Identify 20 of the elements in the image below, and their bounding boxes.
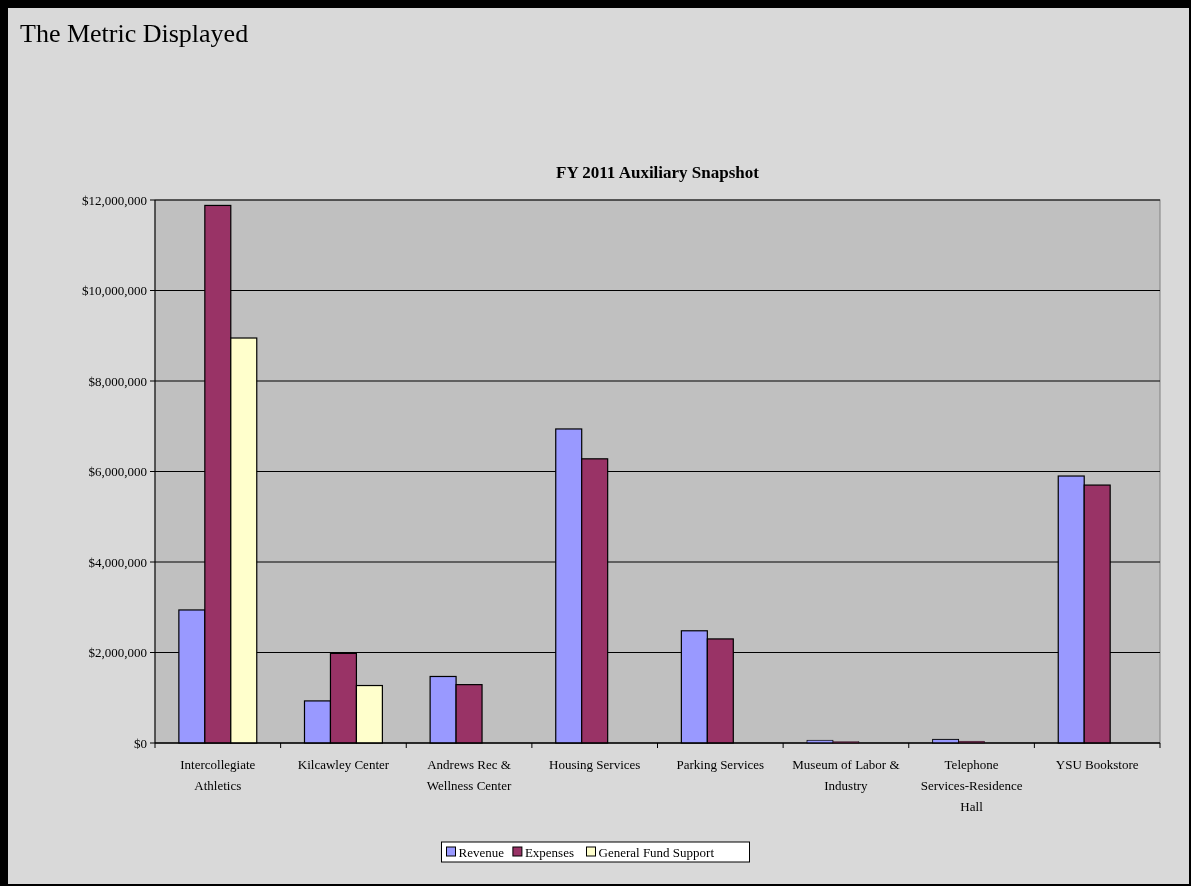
text: The Metric Displayed	[20, 19, 249, 48]
x-tick-label: Kilcawley Center	[297, 757, 390, 772]
x-tick-label: Museum of Labor & Industry	[792, 757, 900, 793]
x-tick-label: Housing Services	[549, 757, 641, 772]
x-tick-label: YSU Bookstore	[1055, 757, 1139, 772]
x-tick-label: Andrews Rec & Wellness Center	[426, 757, 512, 793]
y-tick-label: $6,000,000	[88, 464, 147, 480]
y-tick-label: $2,000,000	[88, 645, 147, 661]
x-tick-label: Parking Services	[676, 757, 765, 772]
legend-label: Expenses	[524, 845, 575, 860]
y-tick-label: $0	[134, 735, 147, 751]
legend-label: Revenue	[458, 845, 505, 860]
legend-label: General Fund Support	[598, 845, 715, 860]
y-tick-label: $8,000,000	[88, 373, 147, 389]
y-tick-label: $4,000,000	[88, 554, 147, 570]
x-tick-label: Telephone Services-Residence Hall	[920, 757, 1023, 814]
x-tick-label: Intercollegiate Athletics	[180, 757, 256, 793]
chart-title: FY 2011 Auxiliary Snapshot	[556, 163, 760, 182]
y-tick-label: $10,000,000	[82, 283, 147, 299]
y-tick-label: $12,000,000	[82, 192, 147, 208]
